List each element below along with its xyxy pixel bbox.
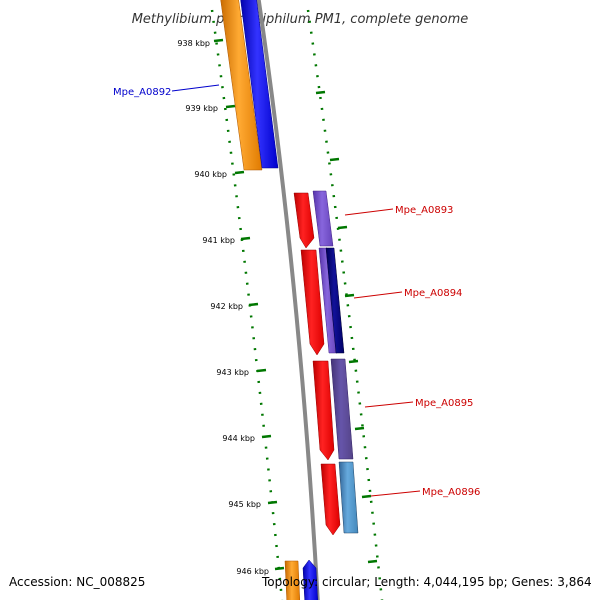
cog-bar[interactable]	[338, 461, 359, 534]
tick-marks	[213, 38, 285, 571]
label-line	[370, 490, 421, 497]
tick-label: 946 kbp	[236, 567, 269, 576]
tick-label: 945 kbp	[228, 500, 261, 509]
cds-arrow[interactable]	[293, 192, 315, 249]
orange-gene-bar[interactable]	[284, 560, 301, 600]
bottom-features	[284, 559, 318, 600]
blue-cds-arrow[interactable]	[302, 559, 318, 600]
cds-arrow[interactable]	[300, 249, 325, 356]
tick-label: 939 kbp	[185, 104, 218, 113]
gene-label-mpe-a0893[interactable]: Mpe_A0893	[395, 205, 453, 216]
cog-bar[interactable]	[330, 358, 354, 460]
tick-label: 942 kbp	[210, 302, 243, 311]
orange-gene-bar[interactable]	[220, 0, 263, 171]
cds-arrow[interactable]	[312, 360, 335, 461]
label-line	[353, 291, 403, 299]
gene-label-mpe-a0896[interactable]: Mpe_A0896	[422, 487, 480, 498]
accession-text: Accession: NC_008825	[9, 575, 146, 589]
label-line	[344, 208, 394, 216]
tick-label: 938 kbp	[177, 39, 210, 48]
tick-label: 944 kbp	[222, 434, 255, 443]
forward-strand-features	[293, 190, 359, 536]
cds-arrow[interactable]	[320, 463, 341, 536]
tick-label: 941 kbp	[202, 236, 235, 245]
tick-label: 943 kbp	[216, 368, 249, 377]
gene-label-mpe-a0895[interactable]: Mpe_A0895	[415, 398, 473, 409]
genome-summary-text: Topology: circular; Length: 4,044,195 bp…	[262, 575, 592, 589]
gene-label-mpe-a0892[interactable]: Mpe_A0892	[113, 87, 171, 98]
genome-backbone	[256, 0, 320, 600]
gene-label-mpe-a0894[interactable]: Mpe_A0894	[404, 288, 462, 299]
map-title: Methylibium petroleiphilum PM1, complete…	[132, 12, 469, 27]
reverse-strand-features	[220, 0, 279, 171]
cog-bar[interactable]	[325, 247, 345, 354]
blue-cds-bar[interactable]	[240, 0, 279, 169]
label-line	[171, 84, 220, 92]
cog-bar[interactable]	[312, 190, 334, 247]
tick-label: 940 kbp	[194, 170, 227, 179]
label-line	[364, 401, 414, 408]
outer-tick-marks	[315, 90, 378, 564]
